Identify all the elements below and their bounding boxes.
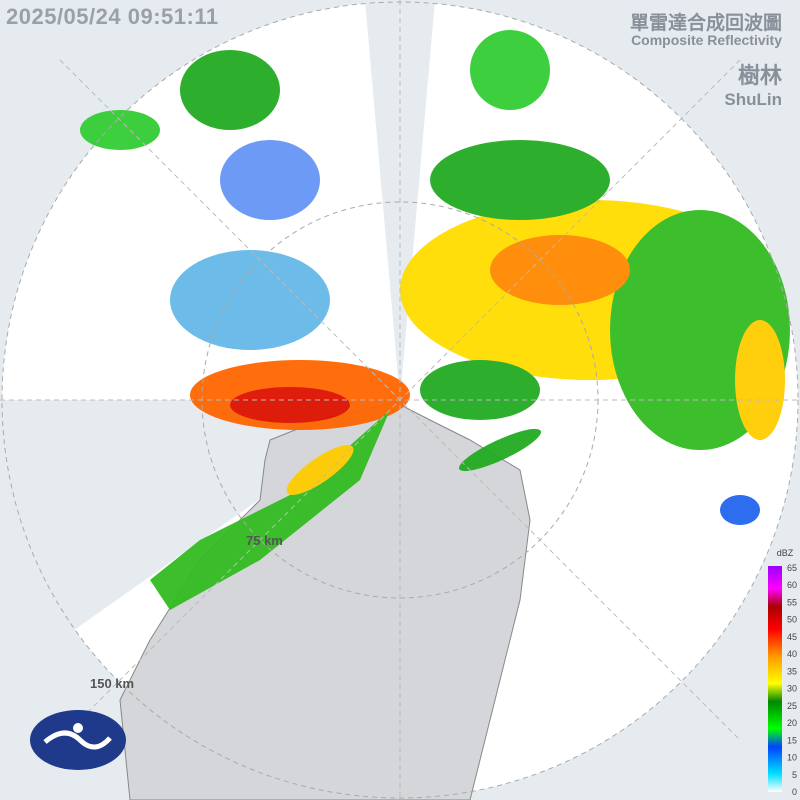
blocked-sector (0, 400, 400, 800)
legend-tick: 5 (792, 770, 797, 780)
echo (80, 110, 160, 150)
legend-tick: 40 (787, 649, 797, 659)
legend-tick: 10 (787, 753, 797, 763)
title-en: Composite Reflectivity (631, 32, 782, 48)
logo (30, 710, 126, 770)
colorbar (768, 566, 782, 792)
echo (286, 445, 354, 495)
echo (720, 495, 760, 525)
legend-unit: dBZ (777, 548, 794, 558)
azimuth-line (59, 59, 741, 741)
legend-tick: 20 (787, 718, 797, 728)
legend-tick: 60 (787, 580, 797, 590)
title-zh: 單雷達合成回波圖 (629, 13, 782, 34)
echo (150, 410, 390, 610)
echo (170, 250, 330, 350)
timestamp: 2025/05/24 09:51:11 (6, 4, 219, 29)
echo (458, 428, 542, 472)
echo (735, 320, 785, 440)
legend-tick: 30 (787, 684, 797, 694)
radar-echoes (80, 30, 790, 610)
echo (490, 235, 630, 305)
echo (220, 140, 320, 220)
echo (420, 360, 540, 420)
station-zh: 樹林 (737, 63, 782, 88)
legend-tick: 15 (787, 735, 797, 745)
range-label: 150 km (90, 676, 135, 691)
legend-tick: 65 (787, 563, 797, 573)
legend-tick: 35 (787, 666, 797, 676)
legend-tick: 50 (787, 615, 797, 625)
echo (430, 140, 610, 220)
echo (180, 50, 280, 130)
echo (230, 387, 350, 423)
echo (470, 30, 550, 110)
legend-tick: 45 (787, 632, 797, 642)
legend-tick: 0 (792, 787, 797, 797)
legend-tick: 55 (787, 597, 797, 607)
range-label: 75 km (246, 533, 283, 548)
station-en: ShuLin (724, 90, 782, 109)
legend-tick: 25 (787, 701, 797, 711)
